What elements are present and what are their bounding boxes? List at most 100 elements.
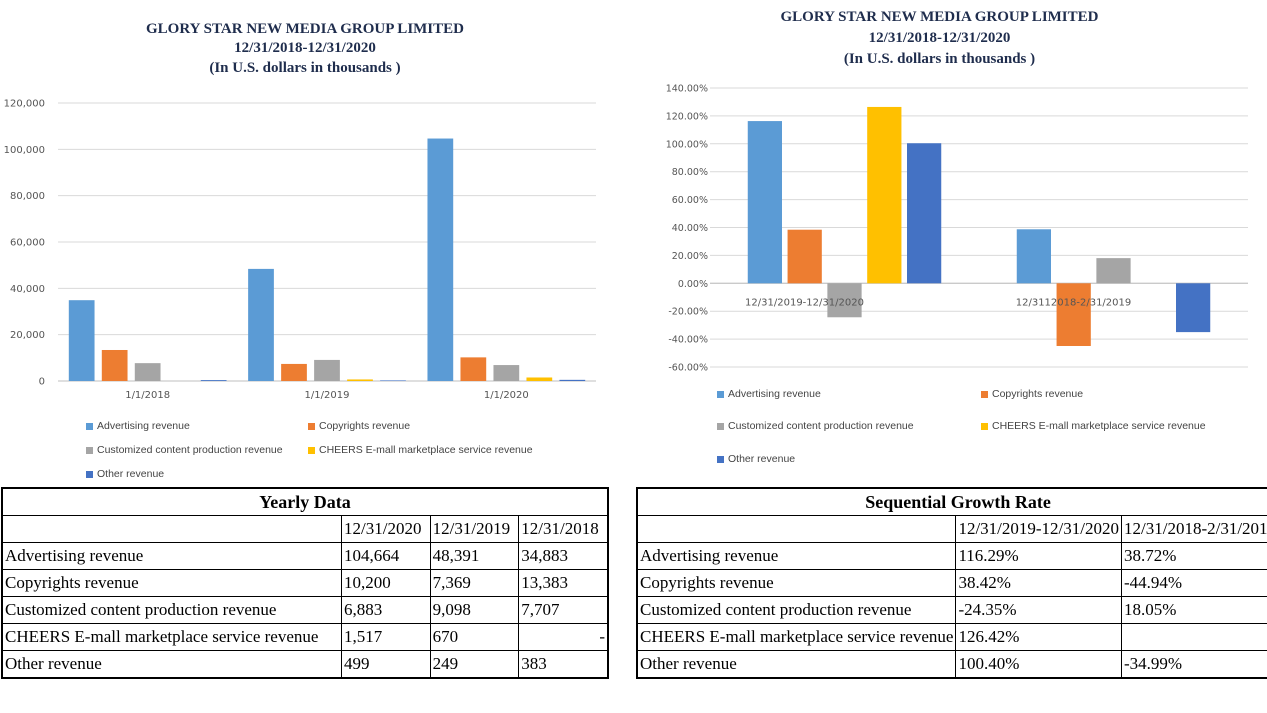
legend-swatch — [717, 422, 724, 430]
yearly-data-table: Yearly Data 12/31/2020 12/31/2019 12/31/… — [1, 487, 609, 679]
legend-swatch — [86, 422, 93, 430]
table-cell: 499 — [341, 650, 431, 679]
row-label: Advertising revenue — [1, 542, 342, 570]
legend-swatch — [981, 422, 988, 430]
row-label: Other revenue — [1, 650, 342, 679]
legend-entry: CHEERS E-mall marketplace service revenu… — [308, 444, 533, 456]
legend-entry: Other revenue — [86, 468, 164, 480]
table-cell: 1,517 — [341, 623, 431, 651]
table-cell: 670 — [429, 623, 520, 651]
legend-label: Copyrights revenue — [319, 420, 411, 432]
table-cell: 34,883 — [518, 542, 609, 570]
table-cell: -34.99% — [1121, 650, 1267, 679]
legend-entry: Copyrights revenue — [308, 420, 410, 432]
table-cell: 116.29% — [955, 542, 1122, 570]
legend-swatch — [981, 390, 988, 398]
legend-label: Advertising revenue — [97, 420, 190, 432]
table-cell: 249 — [429, 650, 520, 679]
y-tick-label: -40.00% — [668, 335, 708, 346]
table-row: Copyrights revenue 10,200 7,369 13,383 — [1, 569, 609, 597]
chart-subtitle-units: (In U.S. dollars in thousands ) — [843, 51, 1036, 67]
table-row: Advertising revenue 116.29% 38.72% — [636, 542, 1267, 570]
table-cell: 126.42% — [955, 623, 1122, 651]
bar-chart-yearly: 0 20,000 40,000 60,000 80,000 100,000 120,000 1… — [4, 99, 596, 401]
table-header-empty — [636, 515, 957, 543]
bar — [493, 365, 520, 381]
table-row: Advertising revenue 104,664 48,391 34,88… — [1, 542, 609, 570]
bar — [559, 379, 586, 381]
table-cell: 104,664 — [341, 542, 431, 570]
table-cell: 18.05% — [1121, 596, 1267, 624]
x-tick-label: 1/1/2018 — [125, 390, 170, 401]
legend-label: CHEERS E-mall marketplace service revenu… — [992, 420, 1206, 432]
table-cell: 383 — [518, 650, 609, 679]
y-tick-label: 40,000 — [10, 284, 45, 295]
legend-label: Customized content production revenue — [728, 420, 914, 432]
legend-entry: Customized content production revenue — [86, 444, 283, 456]
chart-subtitle: 12/31/2018-12/31/2020 — [868, 30, 1011, 46]
table-row: Other revenue 499 249 383 — [1, 650, 609, 679]
table-header-empty — [1, 515, 342, 543]
table-header-row: 12/31/2020 12/31/2019 12/31/2018 — [1, 515, 609, 543]
x-tick-label: 12/31/2019-12/31/2020 — [745, 297, 864, 308]
bar — [101, 349, 128, 381]
table-column-header: 12/31/2019 — [429, 515, 520, 543]
bar — [134, 363, 161, 381]
row-label: Copyrights revenue — [636, 569, 957, 597]
table-title: Sequential Growth Rate — [636, 487, 1267, 516]
table-cell: 10,200 — [341, 569, 431, 597]
bar — [347, 379, 373, 381]
legend-swatch — [308, 446, 315, 454]
y-tick-label: -60.00% — [668, 363, 708, 374]
bar — [907, 143, 942, 284]
table-cell: 48,391 — [429, 542, 520, 570]
legend-entry: Customized content production revenue — [717, 420, 914, 432]
table-cell: -44.94% — [1121, 569, 1267, 597]
bar — [281, 363, 307, 381]
chart-title: GLORY STAR NEW MEDIA GROUP LIMITED — [146, 21, 464, 37]
table-cell: 9,098 — [429, 596, 520, 624]
legend-swatch — [86, 470, 93, 478]
legend-swatch — [86, 446, 93, 454]
table-header-row: 12/31/2019-12/31/2020 12/31/2018-2/31/20… — [636, 515, 1267, 543]
bar — [1176, 283, 1211, 333]
y-tick-label: 100.00% — [666, 139, 708, 150]
table-cell: 7,369 — [429, 569, 520, 597]
legend-entry: Copyrights revenue — [981, 388, 1083, 400]
table-column-header: 12/31/2018-2/31/2019 — [1121, 515, 1267, 543]
chart-subtitle-units: (In U.S. dollars in thousands ) — [209, 60, 401, 76]
legend-label: CHEERS E-mall marketplace service revenu… — [319, 444, 533, 456]
y-tick-label: 20,000 — [10, 330, 45, 341]
table-row: Copyrights revenue 38.42% -44.94% — [636, 569, 1267, 597]
table-column-header: 12/31/2020 — [341, 515, 431, 543]
legend-swatch — [717, 390, 724, 398]
row-label: Customized content production revenue — [1, 596, 342, 624]
row-label: Customized content production revenue — [636, 596, 957, 624]
table-column-header: 12/31/2018 — [518, 515, 609, 543]
table-row: Other revenue 100.40% -34.99% — [636, 650, 1267, 679]
bar-chart-growth: -60.00% -40.00% -20.00% 0.00% 20.00% 40.00% 60… — [666, 84, 1248, 374]
table-cell: - — [518, 623, 609, 651]
y-tick-label: 60.00% — [672, 195, 708, 206]
bar — [787, 229, 822, 284]
y-tick-label: 140.00% — [666, 84, 708, 95]
chart-title: GLORY STAR NEW MEDIA GROUP LIMITED — [780, 9, 1099, 25]
row-label: Advertising revenue — [636, 542, 957, 570]
table-cell: 6,883 — [341, 596, 431, 624]
y-tick-label: 120,000 — [4, 99, 45, 110]
chart-growth-rate: GLORY STAR NEW MEDIA GROUP LIMITED 12/31… — [612, 0, 1267, 484]
table-cell: 38.72% — [1121, 542, 1267, 570]
table-column-header: 12/31/2019-12/31/2020 — [955, 515, 1122, 543]
bar — [867, 106, 902, 284]
bar — [827, 283, 862, 318]
y-tick-label: 80.00% — [672, 167, 708, 178]
x-tick-label: 1/1/2019 — [305, 390, 350, 401]
bar — [380, 380, 406, 381]
table-title: Yearly Data — [1, 487, 609, 516]
chart-subtitle: 12/31/2018-12/31/2020 — [234, 40, 376, 56]
y-tick-label: 60,000 — [10, 238, 45, 249]
table-cell: 13,383 — [518, 569, 609, 597]
bar — [747, 121, 782, 284]
legend-entry: Advertising revenue — [717, 388, 821, 400]
y-tick-label: 80,000 — [10, 191, 45, 202]
